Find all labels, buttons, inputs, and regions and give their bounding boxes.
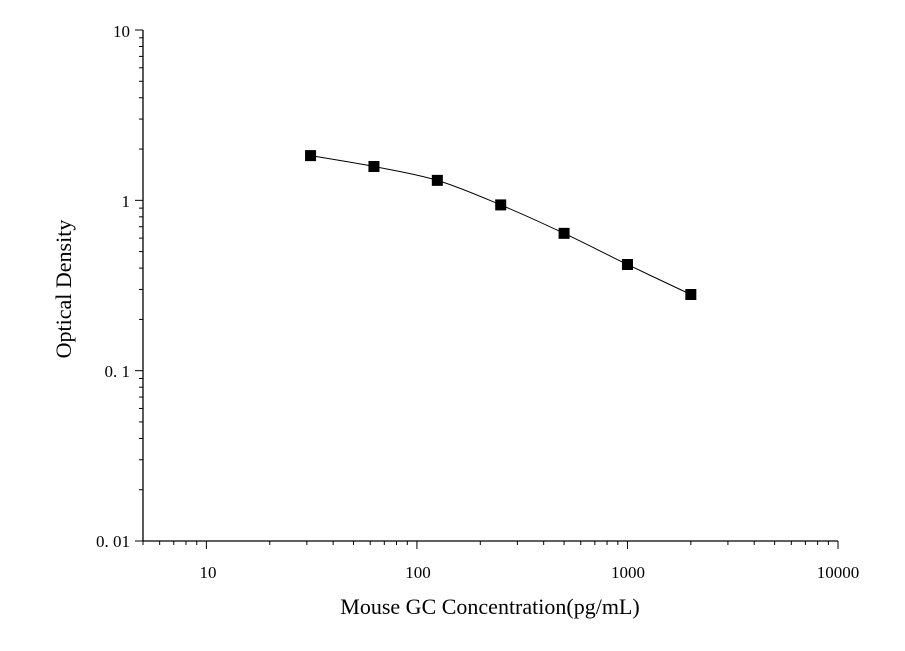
data-point-marker bbox=[431, 174, 443, 186]
data-point-marker bbox=[305, 150, 317, 162]
y-tick-labels: 0. 01 0. 1 1 10 bbox=[96, 22, 130, 551]
tick-marks bbox=[135, 29, 839, 549]
x-axis-title: Mouse GC Concentration(pg/mL) bbox=[340, 594, 639, 619]
fit-curve bbox=[310, 155, 692, 295]
data-point-marker bbox=[685, 289, 697, 301]
data-point-marker bbox=[368, 160, 380, 172]
y-tick-label: 0. 1 bbox=[105, 362, 131, 381]
data-points bbox=[305, 150, 697, 301]
y-axis-title: Optical Density bbox=[51, 220, 76, 359]
data-point-marker bbox=[621, 259, 633, 271]
x-tick-label: 1000 bbox=[611, 563, 645, 582]
y-tick-label: 0. 01 bbox=[96, 532, 130, 551]
data-point-marker bbox=[495, 199, 507, 211]
x-tick-label: 10000 bbox=[817, 563, 860, 582]
y-tick-label: 1 bbox=[122, 192, 131, 211]
x-tick-label: 10 bbox=[200, 563, 217, 582]
x-tick-label: 100 bbox=[405, 563, 431, 582]
y-tick-label: 10 bbox=[113, 22, 130, 41]
x-tick-labels: 10 100 1000 10000 bbox=[200, 563, 860, 582]
data-point-marker bbox=[558, 227, 570, 239]
